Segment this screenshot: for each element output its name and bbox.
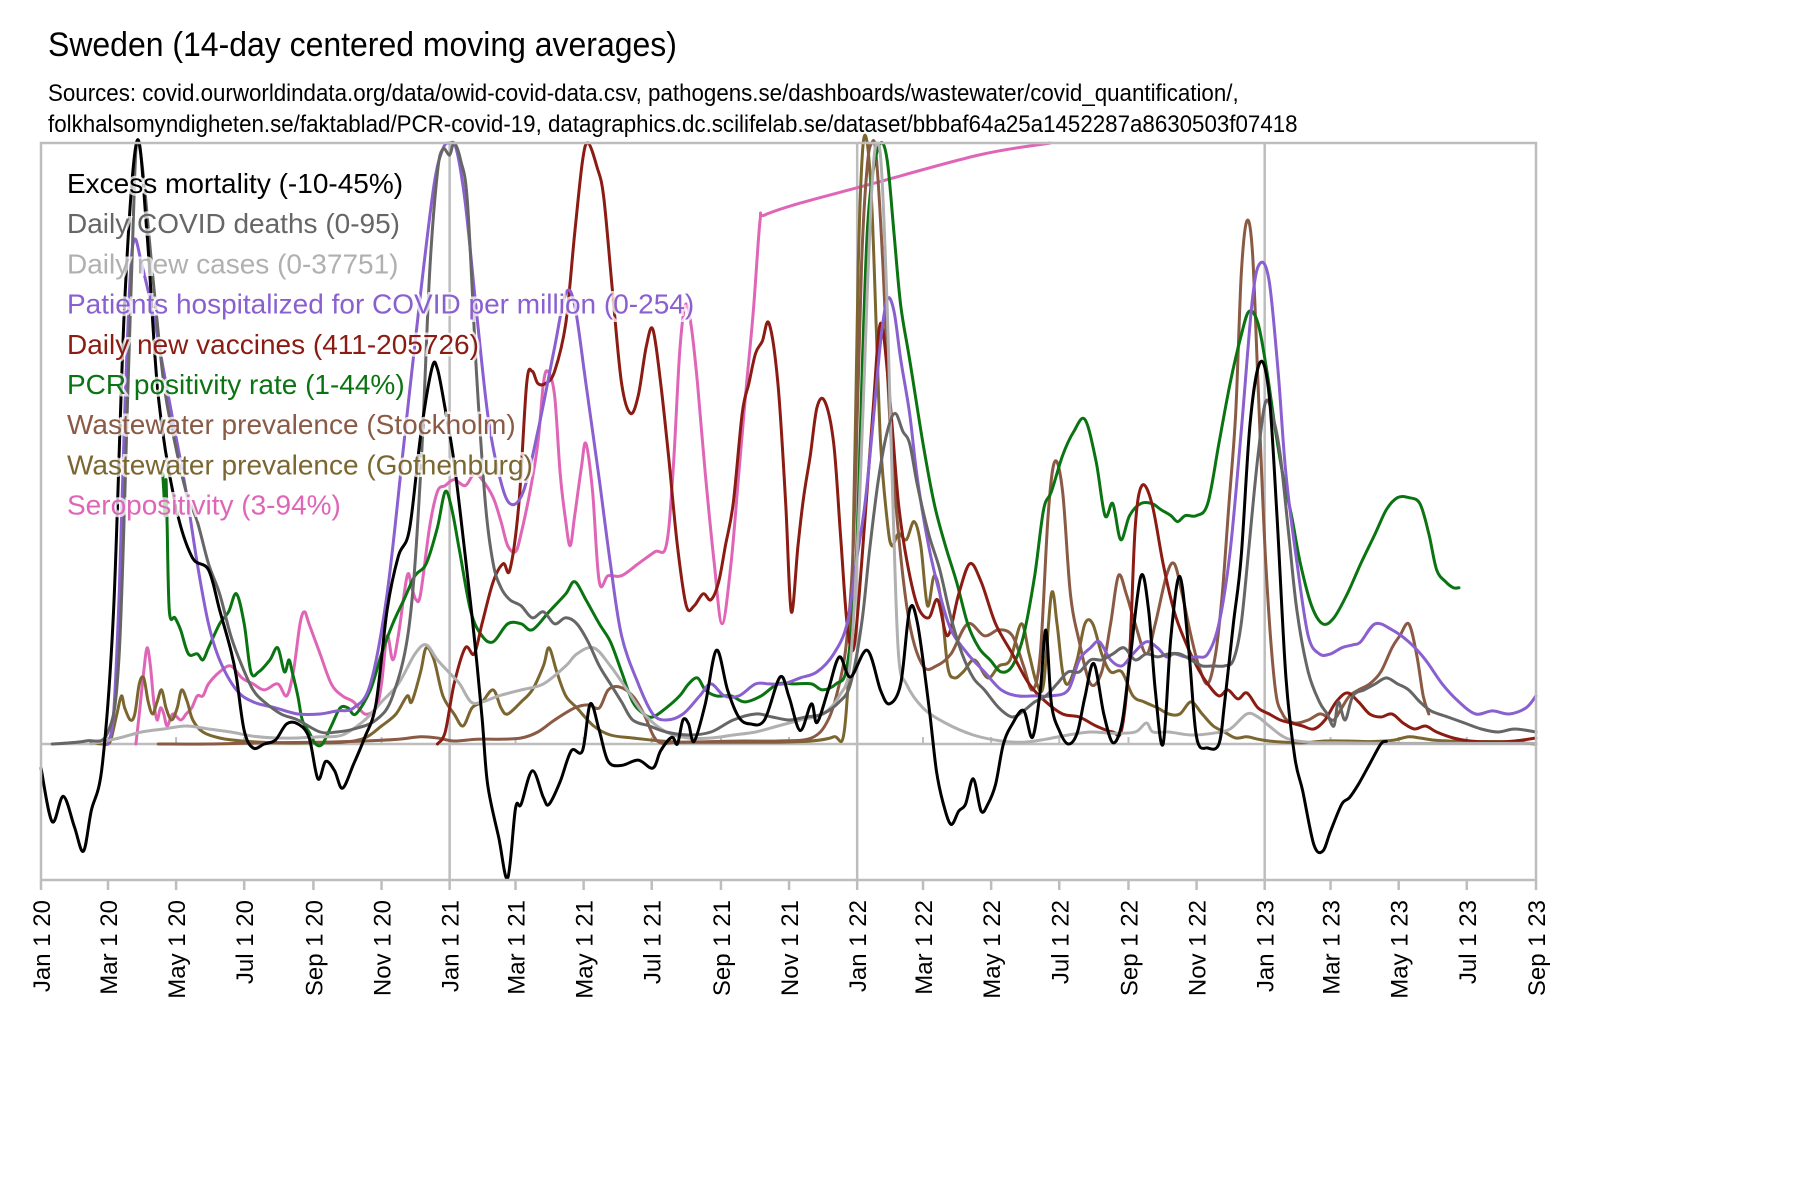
legend-item: Wastewater prevalence (Stockholm) (67, 409, 516, 440)
x-tick-label: Sep 1 23 (1524, 900, 1551, 996)
x-tick-label: Mar 1 23 (1319, 900, 1346, 995)
x-tick-label: Mar 1 21 (504, 900, 531, 995)
x-tick-label: Nov 1 21 (777, 900, 804, 996)
series-line-pcr-positivity-rate (161, 141, 1461, 748)
x-tick-label: May 1 20 (164, 900, 191, 999)
legend-item: Seropositivity (3-94%) (67, 490, 341, 521)
x-tick-label: Nov 1 22 (1185, 900, 1212, 996)
x-tick-label: Nov 1 20 (370, 900, 397, 996)
series-lines (39, 133, 1538, 880)
legend: Excess mortality (-10-45%) Daily COVID de… (65, 166, 697, 524)
series-line-daily-covid-deaths (50, 140, 1538, 746)
x-tick-label: Jul 1 21 (640, 900, 667, 984)
legend-item: Daily COVID deaths (0-95) (67, 208, 400, 239)
x-tick-label: Jan 1 22 (845, 900, 872, 992)
series-line-patients-hospitalized-for-covid-per-million (106, 140, 1538, 746)
x-tick-label: Sep 1 20 (301, 900, 328, 996)
x-tick-label: Sep 1 21 (709, 900, 736, 996)
legend-item: PCR positivity rate (1-44%) (67, 369, 405, 400)
series-line-daily-new-cases (89, 141, 1538, 746)
chart-title: Sweden (14-day centered moving averages) (48, 26, 677, 64)
x-tick-label: Mar 1 20 (96, 900, 123, 995)
x-tick-label: Jan 1 21 (438, 900, 465, 992)
x-tick-label: Mar 1 22 (911, 900, 938, 995)
x-tick-label: Jul 1 23 (1455, 900, 1482, 984)
x-tick-label: Jul 1 20 (232, 900, 259, 984)
legend-item: Daily new vaccines (411-205726) (67, 329, 479, 360)
series-line-seropositivity (134, 141, 1052, 746)
series-line-excess-mortality (39, 138, 1388, 880)
legend-item: Patients hospitalized for COVID per mill… (67, 289, 694, 320)
legend-item: Excess mortality (-10-45%) (67, 168, 403, 199)
x-tick-label: Jul 1 22 (1047, 900, 1074, 984)
x-tick-label: May 1 23 (1387, 900, 1414, 999)
x-tick-label: Jan 1 23 (1253, 900, 1280, 992)
x-tick-label: Sep 1 22 (1116, 900, 1143, 996)
x-tick-label: Jan 1 20 (29, 900, 56, 992)
sources-line-2: folkhalsomyndigheten.se/faktablad/PCR-co… (48, 111, 1298, 138)
legend-item: Wastewater prevalence (Gothenburg) (67, 449, 533, 480)
series-line-daily-new-vaccines (435, 141, 1538, 746)
legend-item: Daily new cases (0-37751) (67, 248, 399, 279)
x-tick-label: May 1 21 (572, 900, 599, 999)
sources-line-1: Sources: covid.ourworldindata.org/data/o… (48, 80, 1239, 107)
x-tick-label: May 1 22 (979, 900, 1006, 999)
x-axis: Jan 1 20 Mar 1 20 May 1 20 Jul 1 20 Sep 1 20… (29, 880, 1551, 999)
